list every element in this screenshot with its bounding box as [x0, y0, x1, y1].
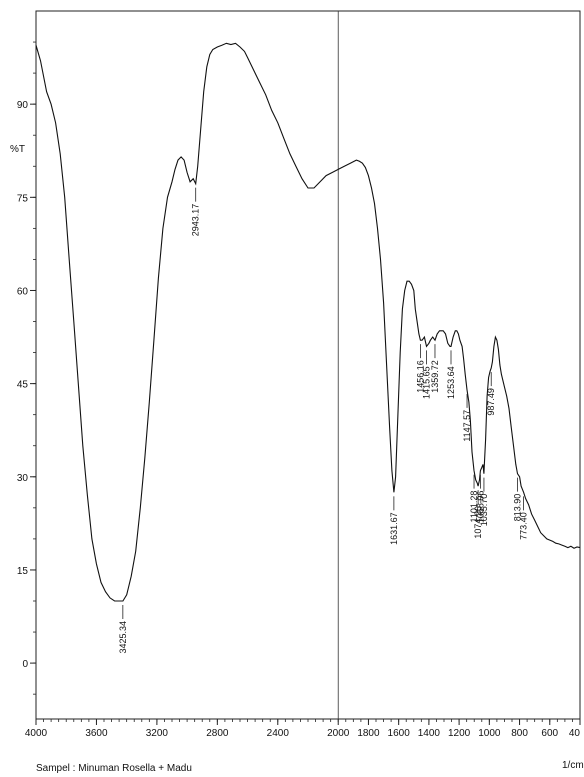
- peak-annotations: 3425.34 2943.17 1631.67 1456.161415.651359.…: [118, 187, 529, 654]
- x-tick-label: 3200: [146, 728, 169, 739]
- peak-label: 773.40: [519, 512, 529, 540]
- peak-label: 1415.65: [422, 366, 432, 399]
- x-tick-label: 1800: [357, 728, 380, 739]
- x-tick-label: 600: [541, 728, 558, 739]
- peak-label: 1074.26: [473, 506, 483, 539]
- y-tick-label: 75: [17, 193, 29, 204]
- y-tick-label: 30: [17, 473, 29, 484]
- y-axis-title: %T: [10, 144, 25, 155]
- x-axis-ticks: 4000 3600 3200 2800 2400 2000 1800 1600 1400 1200…: [25, 719, 581, 739]
- x-tick-label: 2800: [206, 728, 229, 739]
- plot-frame: [35, 10, 581, 720]
- spectrum-line: [35, 42, 581, 602]
- peak-label: 1359.72: [430, 360, 440, 393]
- peak-label: 1253.64: [446, 366, 456, 399]
- peak-label: 1456.16: [415, 360, 425, 393]
- x-tick-label: 2400: [267, 728, 290, 739]
- x-axis-title: 1/cm: [562, 760, 584, 771]
- peak-label: 1147.57: [462, 410, 472, 442]
- peak-label: 2943.17: [191, 204, 201, 237]
- x-tick-label: 1200: [448, 728, 471, 739]
- x-tick-label: 3600: [85, 728, 108, 739]
- x-tick-label: 40: [569, 728, 581, 739]
- y-tick-label: 60: [17, 286, 29, 297]
- x-tick-label: 1000: [478, 728, 501, 739]
- x-tick-label: 1600: [388, 728, 411, 739]
- peak-label: 3425.34: [118, 621, 128, 654]
- peak-label: 813.90: [513, 494, 523, 522]
- x-tick-label: 2000: [327, 728, 350, 739]
- peak-label: 987.49: [486, 388, 496, 416]
- y-tick-label: 90: [17, 100, 29, 111]
- y-tick-label: 0: [22, 659, 28, 670]
- y-axis-ticks: 90 75 60 45 30 15 0: [17, 100, 36, 670]
- y-tick-label: 45: [17, 380, 29, 391]
- sample-label: Sampel : Minuman Rosella + Madu: [36, 763, 192, 774]
- x-tick-label: 1400: [418, 728, 441, 739]
- minor-ticks: [33, 41, 581, 722]
- x-tick-label: 800: [511, 728, 528, 739]
- x-tick-label: 4000: [25, 728, 48, 739]
- peak-label: 1631.67: [389, 512, 399, 545]
- peak-label: 1101.28: [469, 491, 479, 523]
- peak-label: 1058.96: [475, 491, 485, 524]
- peak-label: 1035.70: [479, 494, 489, 527]
- y-tick-label: 15: [17, 566, 29, 577]
